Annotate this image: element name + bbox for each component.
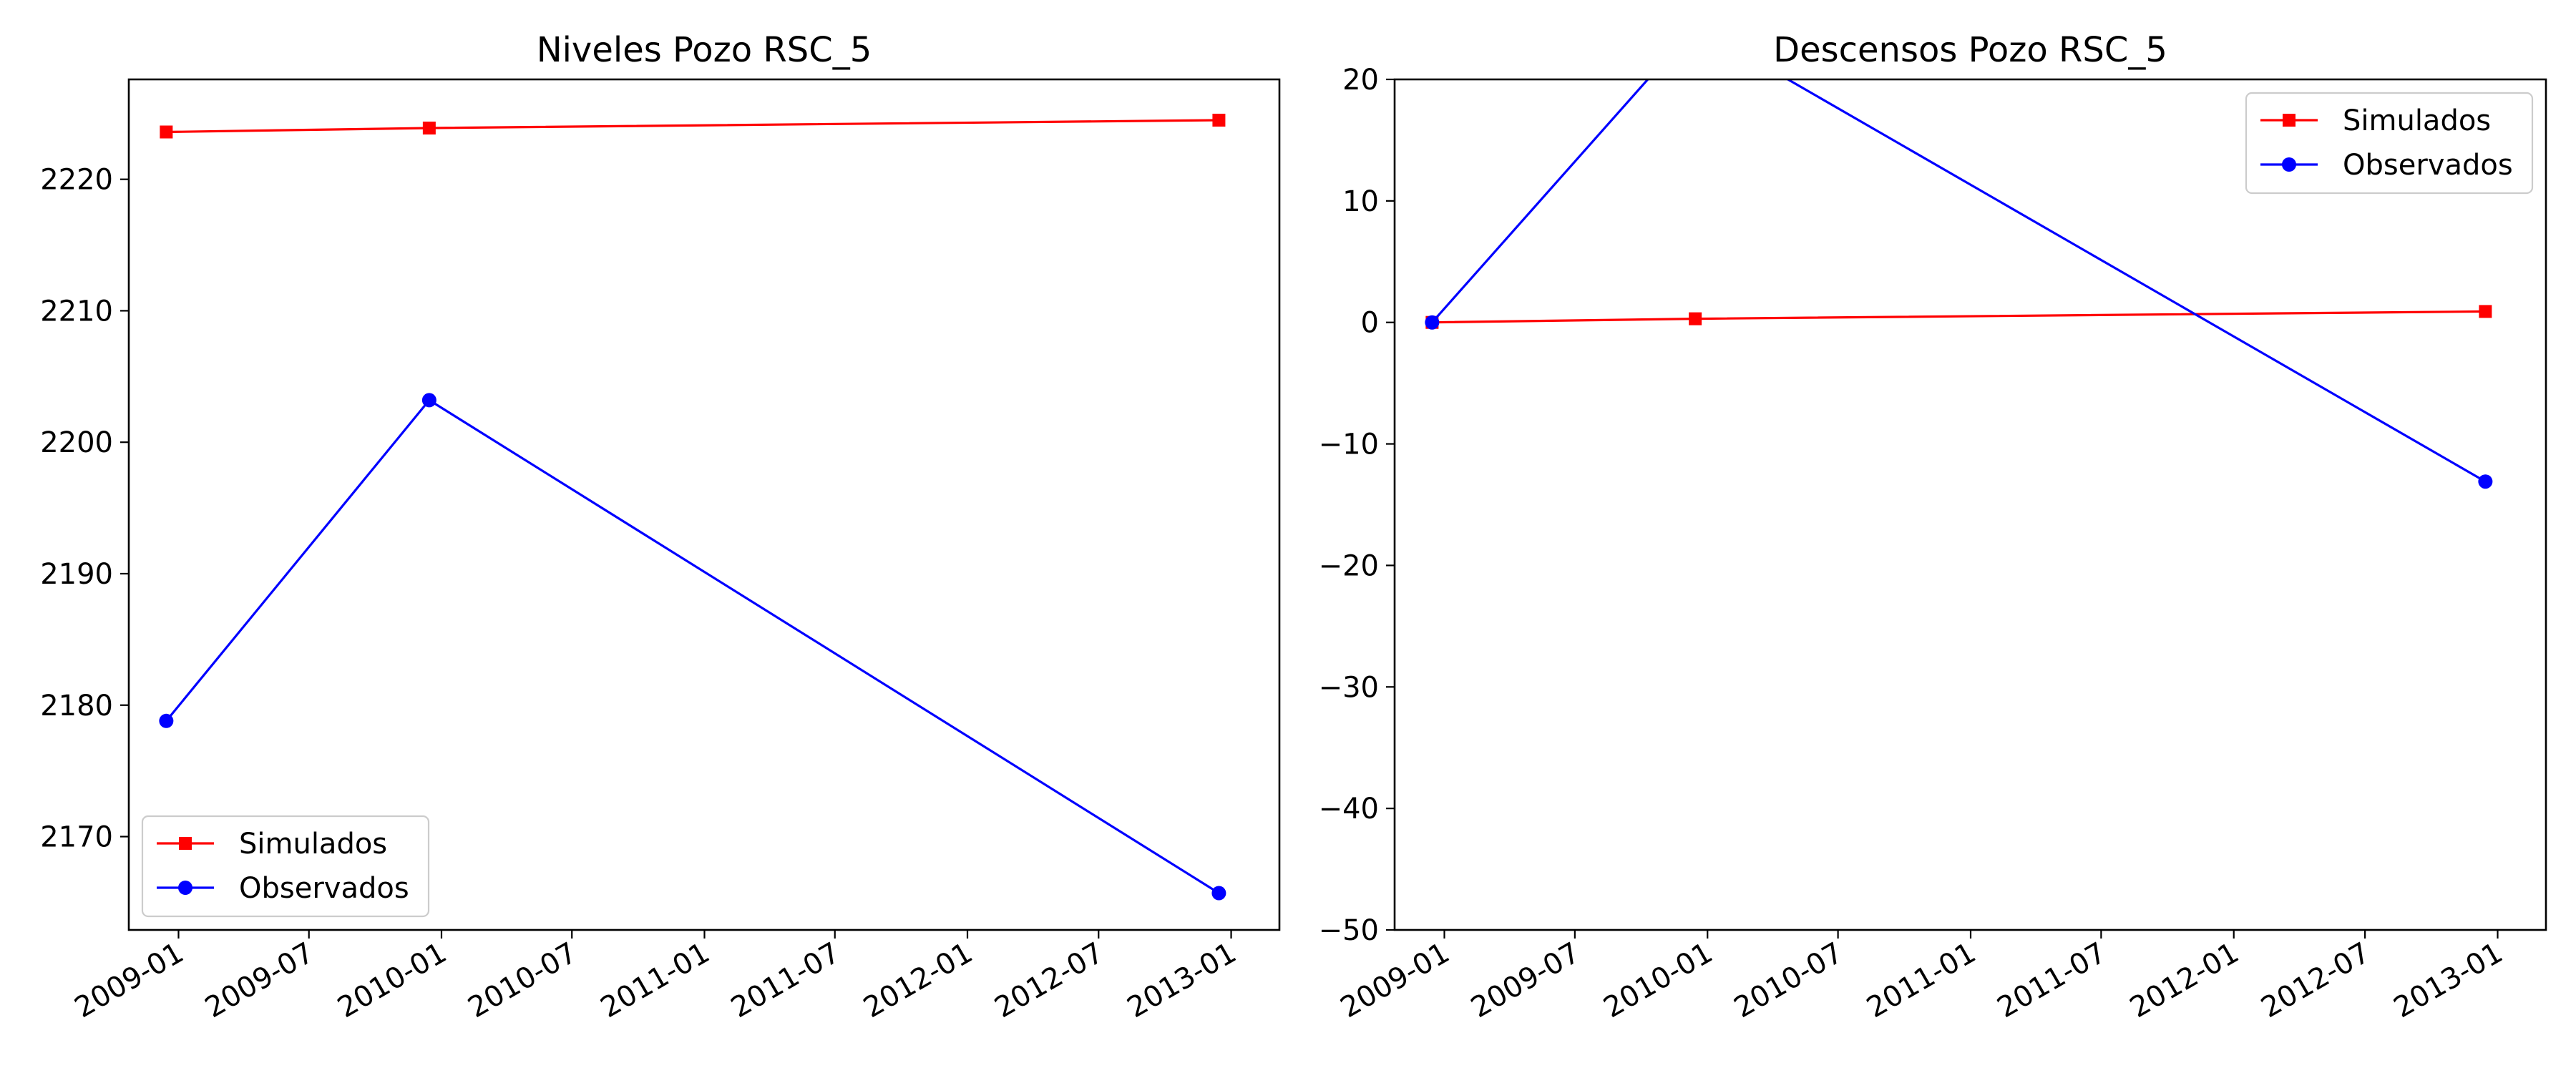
data-point-observados bbox=[1211, 886, 1226, 901]
y-tick-label: 2190 bbox=[40, 558, 113, 591]
legend-marker-simulados bbox=[179, 837, 192, 850]
plot-area bbox=[1425, 19, 2493, 489]
series-line-observados bbox=[1431, 79, 2487, 483]
y-tick-label: −40 bbox=[1319, 793, 1379, 825]
x-tick-label: 2012-07 bbox=[2255, 936, 2376, 1024]
x-tick-label: 2010-01 bbox=[1599, 936, 1719, 1024]
legend-label-simulados: Simulados bbox=[2343, 104, 2491, 137]
y-tick-label: −10 bbox=[1319, 428, 1379, 461]
y-tick-label: 2200 bbox=[40, 426, 113, 459]
x-tick-label: 2010-07 bbox=[1729, 936, 1849, 1024]
data-point-observados bbox=[159, 713, 174, 728]
x-tick-label: 2009-01 bbox=[69, 936, 190, 1024]
data-point-simulados bbox=[422, 121, 436, 134]
x-tick-label: 2009-01 bbox=[1335, 936, 1455, 1024]
y-tick-label: 10 bbox=[1342, 185, 1379, 218]
x-tick-label: 2009-07 bbox=[1465, 936, 1586, 1024]
series-line-simulados bbox=[166, 119, 1219, 134]
series-observados bbox=[1425, 19, 2493, 489]
axes-frame bbox=[1393, 78, 2547, 931]
data-point-simulados bbox=[160, 125, 173, 139]
legend-label-observados: Observados bbox=[239, 872, 409, 905]
data-point-observados bbox=[1425, 315, 1440, 330]
series-simulados bbox=[1425, 305, 2492, 329]
x-tick-label: 2012-01 bbox=[2124, 936, 2245, 1024]
legend-label-simulados: Simulados bbox=[239, 828, 387, 861]
legend: Simulados Observados bbox=[141, 815, 430, 918]
x-tick-label: 2011-01 bbox=[595, 936, 716, 1024]
x-tick-label: 2011-07 bbox=[726, 936, 846, 1024]
x-tick-label: 2009-07 bbox=[200, 936, 320, 1024]
chart-title: Descensos Pozo RSC_5 bbox=[1773, 30, 2167, 70]
axes-frame bbox=[127, 78, 1281, 931]
legend-marker-observados bbox=[178, 881, 192, 895]
plot-area bbox=[159, 113, 1226, 901]
x-tick-label: 2010-07 bbox=[462, 936, 582, 1024]
data-point-simulados bbox=[1212, 113, 1226, 127]
y-tick-label: −50 bbox=[1319, 914, 1379, 947]
chart-title: Niveles Pozo RSC_5 bbox=[537, 30, 872, 70]
y-tick-label: 20 bbox=[1342, 64, 1379, 97]
y-tick-label: 2220 bbox=[40, 164, 113, 197]
series-observados bbox=[159, 393, 1226, 901]
data-point-simulados bbox=[1689, 312, 1702, 325]
legend-label-observados: Observados bbox=[2343, 149, 2513, 182]
data-point-observados bbox=[1688, 19, 1702, 33]
legend-box bbox=[141, 815, 430, 918]
x-tick-label: 2011-07 bbox=[1992, 936, 2112, 1024]
x-tick-label: 2013-01 bbox=[2389, 936, 2509, 1024]
legend-marker-observados bbox=[2282, 157, 2296, 172]
y-tick-label: 2180 bbox=[40, 690, 113, 722]
x-tick-label: 2012-01 bbox=[858, 936, 978, 1024]
y-tick-label: 2210 bbox=[40, 295, 113, 328]
data-point-observados bbox=[421, 393, 436, 408]
data-point-simulados bbox=[2479, 305, 2492, 318]
series-line-simulados bbox=[1432, 310, 2486, 324]
chart-panel-descensos: Descensos Pozo RSC_5 −50 −40 −30 −20 −10 0 10 20… bbox=[1319, 19, 2547, 1024]
y-tick-label: −20 bbox=[1319, 549, 1379, 582]
data-point-observados bbox=[2478, 474, 2493, 489]
y-tick-label: −30 bbox=[1319, 671, 1379, 704]
y-tick-label: 2170 bbox=[40, 821, 113, 854]
series-simulados bbox=[160, 113, 1226, 139]
x-tick-label: 2010-01 bbox=[332, 936, 452, 1024]
legend-box bbox=[2245, 92, 2534, 195]
legend: Simulados Observados bbox=[2245, 92, 2534, 195]
x-tick-label: 2013-01 bbox=[1122, 936, 1242, 1024]
x-tick-label: 2011-01 bbox=[1861, 936, 1981, 1024]
x-tick-label: 2012-07 bbox=[990, 936, 1110, 1024]
legend-marker-simulados bbox=[2283, 114, 2296, 127]
chart-panel-niveles: Niveles Pozo RSC_5 2170 2180 2190 2200 2210 22… bbox=[40, 30, 1281, 1024]
y-tick-label: 0 bbox=[1361, 307, 1379, 340]
